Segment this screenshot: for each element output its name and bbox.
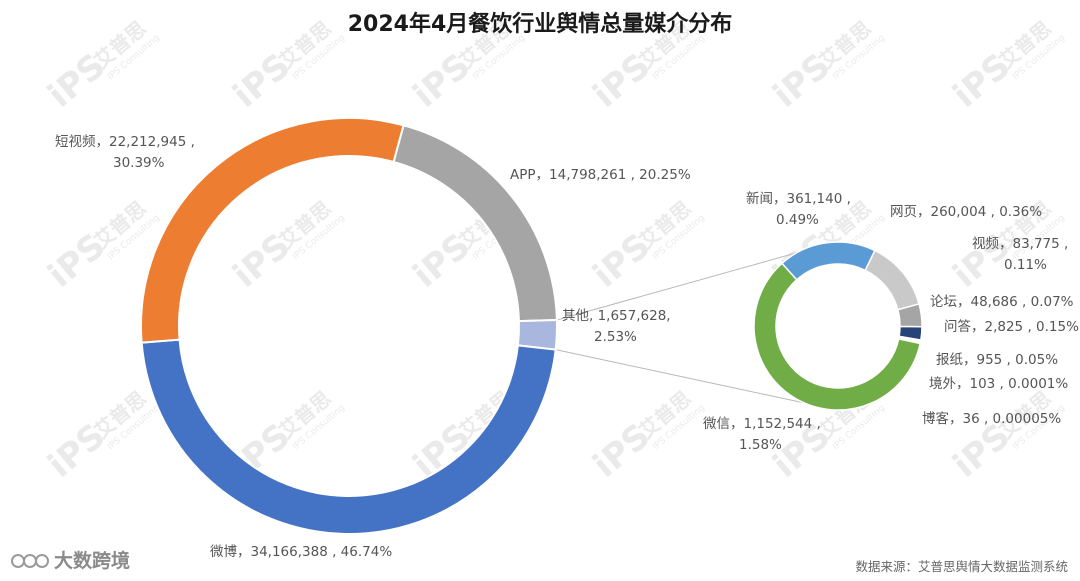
main-donut-labels: APP，14,798,261 , 20.25% 其他, 1,657,628, 2.5… — [55, 134, 691, 560]
sub-label-8: 新闻，361,140 , — [746, 191, 851, 207]
sub-donut-labels: 网页，260,004 , 0.36% 视频，83,775 , 0.11% 论坛，48,… — [703, 191, 1079, 453]
main-label-3: 短视频，22,212,945 , — [55, 134, 195, 150]
sub-label-7-line2: 1.58% — [739, 437, 782, 453]
brand-logo: 大数跨境 — [10, 546, 130, 573]
main-label-0: APP，14,798,261 , 20.25% — [510, 167, 691, 183]
main-label-3-line2: 30.39% — [113, 155, 165, 171]
data-source: 数据来源：艾普思舆情大数据监测系统 — [855, 559, 1068, 574]
sub-slice-7 — [753, 262, 922, 411]
main-slice-3 — [140, 117, 405, 344]
sub-label-5: 境外，103 , 0.0001% — [929, 376, 1068, 392]
sub-label-1-line2: 0.11% — [1004, 257, 1047, 273]
sub-label-1: 视频，83,775 , — [972, 236, 1068, 252]
sub-label-8-line2: 0.49% — [776, 212, 819, 228]
sub-label-7: 微信，1,152,544 , — [703, 416, 821, 432]
connector-line-top — [556, 243, 829, 321]
brand-name: 大数跨境 — [54, 550, 131, 572]
sub-donut-chart — [753, 241, 923, 411]
main-label-1-line2: 2.53% — [594, 329, 637, 345]
brand-logo-icon — [10, 550, 50, 570]
sub-label-4: 报纸，955 , 0.05% — [936, 352, 1058, 368]
chart-title: 2024年4月餐饮行业舆情总量媒介分布 — [347, 12, 733, 37]
main-donut-chart — [140, 117, 558, 535]
main-label-1: 其他, 1,657,628, — [562, 308, 671, 324]
main-label-2: 微博，34,166,388 , 46.74% — [210, 543, 392, 560]
sub-slice-0 — [864, 249, 920, 311]
sub-label-6: 博客，36 , 0.00005% — [922, 410, 1061, 427]
sub-label-0: 网页，260,004 , 0.36% — [890, 204, 1042, 220]
sub-label-3: 问答，2,825 , 0.15% — [944, 318, 1079, 335]
main-slice-2 — [140, 338, 557, 535]
connector-line-bottom — [555, 349, 829, 409]
connector-lines — [555, 243, 829, 409]
sub-slice-8 — [781, 241, 876, 281]
sub-label-2: 论坛，48,686 , 0.07% — [930, 294, 1074, 310]
